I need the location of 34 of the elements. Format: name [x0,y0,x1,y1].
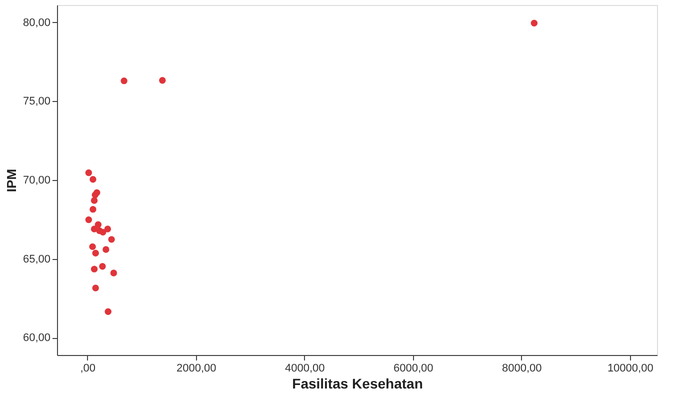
y-tick-label: 80,00 [22,16,50,29]
point [104,308,112,315]
y-tick-label: 65,00 [22,253,50,266]
point [120,77,128,84]
point [90,197,98,204]
y-tick-label: 70,00 [22,174,50,186]
point [92,250,99,256]
y-tick-label: 75,00 [22,96,50,108]
point [159,77,166,84]
point [104,226,112,232]
x-tick-label: 6000,00 [393,362,434,374]
point [92,191,98,198]
point [100,228,106,236]
point [102,246,110,253]
x-tick-label: ,00 [80,362,96,374]
x-tick-label: 2000,00 [176,362,216,374]
x-tick-label: 10000,00 [607,362,654,374]
x-tick-label: 4000,00 [284,362,325,374]
y-tick-label: 60,00 [22,332,50,344]
y-axis-title: IPM [4,168,19,192]
point [90,176,96,183]
point [94,221,102,228]
point [108,236,115,243]
point [99,263,106,270]
point [90,206,96,213]
point [85,169,92,176]
point [85,216,92,224]
point [92,284,99,292]
point [530,20,538,26]
point [90,266,98,272]
point [110,270,118,276]
point [89,243,96,250]
x-axis-title: Fasilitas Kesehatan [292,376,423,392]
x-tick-label: 8000,00 [502,362,542,374]
